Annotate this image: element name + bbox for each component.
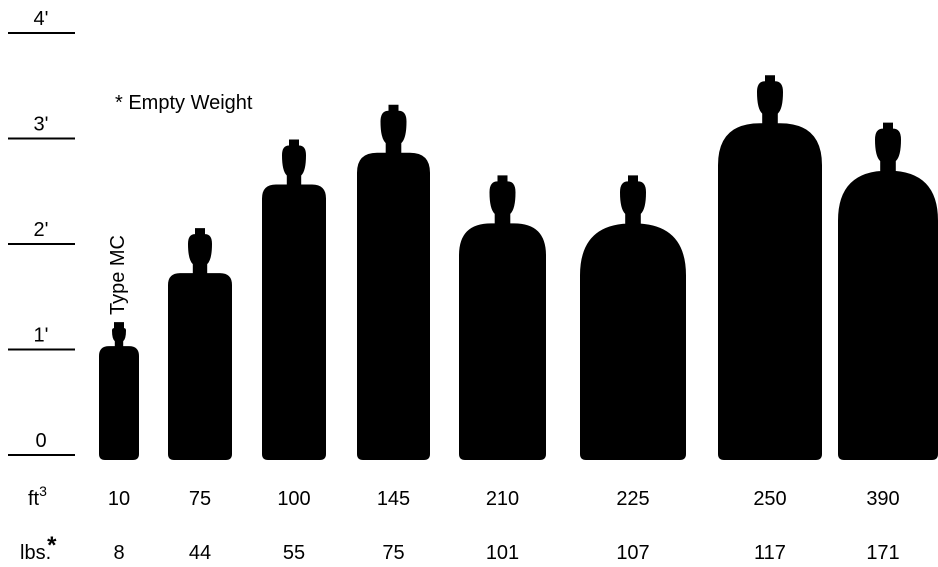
- weight-label: lbs.: [20, 542, 51, 564]
- cylinder: [262, 139, 326, 460]
- y-tick-label: 0: [35, 430, 46, 452]
- cylinder: [580, 175, 686, 461]
- cylinder: [718, 75, 822, 460]
- weight-mark: *: [47, 532, 57, 559]
- weight-label: 107: [616, 542, 649, 564]
- weight-row-label: lbs.*: [20, 532, 57, 564]
- cylinder: [99, 322, 139, 460]
- capacity-unit: 3: [39, 483, 47, 499]
- weight-label: 101: [486, 542, 519, 564]
- y-tick-label: 1': [34, 325, 49, 347]
- weight-label: 117: [754, 542, 786, 564]
- weight-label: 55: [283, 542, 305, 564]
- capacity-label: 390: [866, 488, 899, 510]
- weight-label: 75: [382, 542, 404, 564]
- weight-label: 171: [866, 542, 899, 564]
- cylinder: [168, 228, 232, 460]
- cylinder: [357, 104, 430, 461]
- capacity-label: ft: [28, 488, 40, 510]
- note: * Empty Weight: [115, 92, 253, 114]
- weight-label: 8: [113, 542, 124, 564]
- cylinder: [838, 122, 938, 461]
- y-tick-label: 3': [34, 114, 49, 136]
- annotation: Type MC: [107, 235, 129, 315]
- capacity-label: 210: [486, 488, 519, 510]
- y-tick-label: 4': [34, 8, 49, 30]
- cylinder: [459, 175, 546, 461]
- y-tick-label: 2': [34, 219, 49, 241]
- capacity-label: 145: [377, 488, 410, 510]
- capacity-label: 250: [753, 488, 786, 510]
- capacity-label: 10: [108, 488, 130, 510]
- capacity-row-label: ft3: [28, 483, 47, 510]
- weight-label: 44: [189, 542, 211, 564]
- capacity-label: 75: [189, 488, 211, 510]
- capacity-label: 100: [277, 488, 310, 510]
- capacity-label: 225: [616, 488, 649, 510]
